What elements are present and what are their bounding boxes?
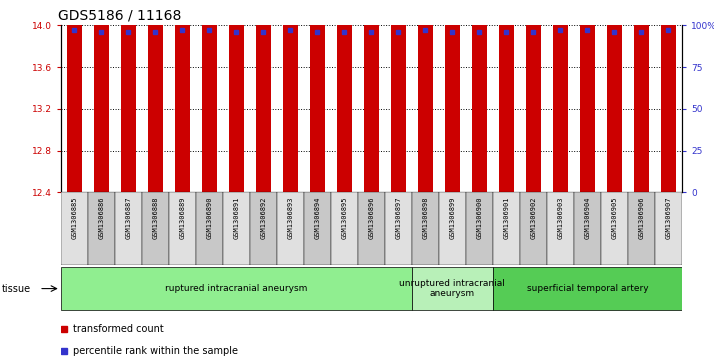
- Text: superficial temporal artery: superficial temporal artery: [526, 284, 648, 293]
- Text: percentile rank within the sample: percentile rank within the sample: [73, 346, 238, 356]
- Text: unruptured intracranial
aneurysm: unruptured intracranial aneurysm: [399, 279, 506, 298]
- Bar: [303, 192, 331, 265]
- Bar: [88, 192, 115, 265]
- Bar: [228, 0, 243, 192]
- Bar: [493, 192, 520, 265]
- Bar: [391, 0, 406, 192]
- Text: GSM1306897: GSM1306897: [396, 196, 401, 238]
- Bar: [553, 0, 568, 192]
- Text: GDS5186 / 11168: GDS5186 / 11168: [58, 9, 181, 23]
- Text: GSM1306890: GSM1306890: [206, 196, 212, 238]
- Bar: [634, 0, 649, 192]
- Bar: [661, 0, 675, 192]
- Text: GSM1306900: GSM1306900: [476, 196, 483, 238]
- Bar: [277, 192, 303, 265]
- Text: GSM1306907: GSM1306907: [665, 196, 671, 238]
- Bar: [418, 0, 433, 192]
- Bar: [520, 192, 547, 265]
- Text: GSM1306885: GSM1306885: [71, 196, 77, 238]
- Bar: [169, 192, 196, 265]
- Bar: [331, 192, 358, 265]
- Bar: [547, 192, 574, 265]
- Bar: [358, 192, 385, 265]
- Text: GSM1306893: GSM1306893: [287, 196, 293, 238]
- Bar: [196, 192, 223, 265]
- Text: GSM1306891: GSM1306891: [233, 196, 239, 238]
- Bar: [364, 0, 378, 192]
- Text: GSM1306896: GSM1306896: [368, 196, 374, 238]
- Text: GSM1306895: GSM1306895: [341, 196, 347, 238]
- Text: GSM1306888: GSM1306888: [152, 196, 159, 238]
- Bar: [499, 0, 514, 192]
- Bar: [223, 192, 250, 265]
- Text: GSM1306901: GSM1306901: [503, 196, 509, 238]
- Bar: [445, 0, 460, 192]
- Bar: [256, 0, 271, 192]
- Text: ruptured intracranial aneurysm: ruptured intracranial aneurysm: [165, 284, 308, 293]
- FancyBboxPatch shape: [412, 267, 493, 310]
- Bar: [412, 192, 439, 265]
- Text: GSM1306892: GSM1306892: [260, 196, 266, 238]
- Bar: [283, 0, 298, 192]
- Text: GSM1306898: GSM1306898: [422, 196, 428, 238]
- Bar: [628, 192, 655, 265]
- Bar: [466, 192, 493, 265]
- Bar: [439, 192, 466, 265]
- Bar: [607, 0, 622, 192]
- Bar: [526, 0, 540, 192]
- Text: GSM1306904: GSM1306904: [584, 196, 590, 238]
- Bar: [472, 0, 487, 192]
- Bar: [202, 0, 216, 192]
- Text: GSM1306889: GSM1306889: [179, 196, 185, 238]
- Text: GSM1306902: GSM1306902: [531, 196, 536, 238]
- Bar: [67, 0, 81, 192]
- FancyBboxPatch shape: [61, 267, 412, 310]
- Bar: [148, 0, 163, 192]
- Text: transformed count: transformed count: [73, 325, 164, 334]
- Bar: [61, 192, 88, 265]
- Text: GSM1306886: GSM1306886: [99, 196, 104, 238]
- Bar: [115, 192, 141, 265]
- Text: tissue: tissue: [1, 284, 31, 294]
- Bar: [250, 192, 277, 265]
- Bar: [175, 0, 190, 192]
- Bar: [655, 192, 682, 265]
- Bar: [385, 192, 412, 265]
- Text: GSM1306894: GSM1306894: [314, 196, 321, 238]
- Bar: [121, 0, 136, 192]
- FancyBboxPatch shape: [493, 267, 682, 310]
- Bar: [580, 0, 595, 192]
- Bar: [574, 192, 601, 265]
- Text: GSM1306887: GSM1306887: [125, 196, 131, 238]
- Bar: [310, 0, 325, 192]
- Text: GSM1306899: GSM1306899: [449, 196, 456, 238]
- Text: GSM1306905: GSM1306905: [611, 196, 618, 238]
- Text: GSM1306903: GSM1306903: [558, 196, 563, 238]
- Bar: [94, 0, 109, 192]
- Text: GSM1306906: GSM1306906: [638, 196, 644, 238]
- Bar: [141, 192, 169, 265]
- Bar: [601, 192, 628, 265]
- Bar: [337, 0, 352, 192]
